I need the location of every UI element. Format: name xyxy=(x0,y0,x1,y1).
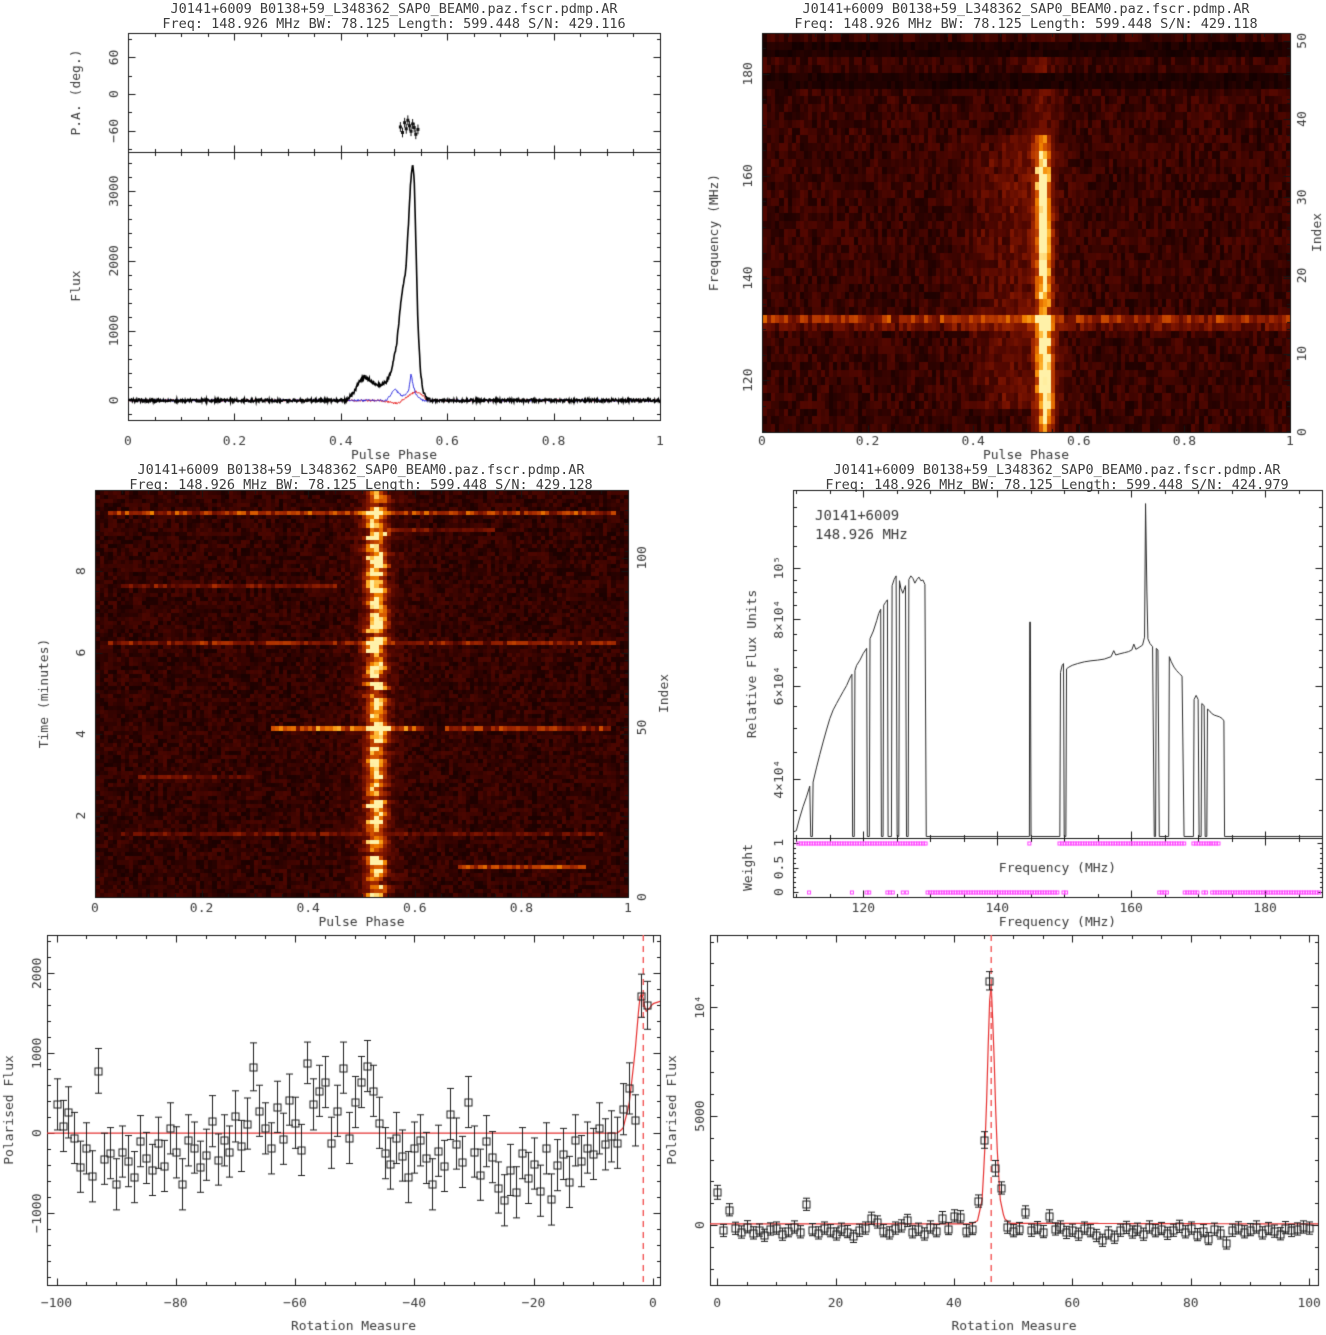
bandpass-plot-canvas xyxy=(700,462,1326,935)
bandpass-panel: J0141+6009 B0138+59_L348362_SAP0_BEAM0.p… xyxy=(700,462,1326,935)
time-phase-heatmap-panel: J0141+6009 B0138+59_L348362_SAP0_BEAM0.p… xyxy=(0,462,700,935)
rm-scan-wide-panel xyxy=(0,930,700,1335)
profile-panel: J0141+6009 B0138+59_L348362_SAP0_BEAM0.p… xyxy=(0,0,700,462)
profile-plot-canvas xyxy=(0,0,700,462)
time-phase-heatmap-canvas xyxy=(0,462,700,935)
frequency-phase-heatmap-panel: J0141+6009 B0138+59_L348362_SAP0_BEAM0.p… xyxy=(700,0,1326,462)
rm-scan-zoom-canvas xyxy=(660,930,1326,1335)
freq-phase-heatmap-canvas xyxy=(700,0,1326,462)
rm-scan-wide-canvas xyxy=(0,930,700,1335)
rm-scan-zoom-panel xyxy=(660,930,1326,1335)
